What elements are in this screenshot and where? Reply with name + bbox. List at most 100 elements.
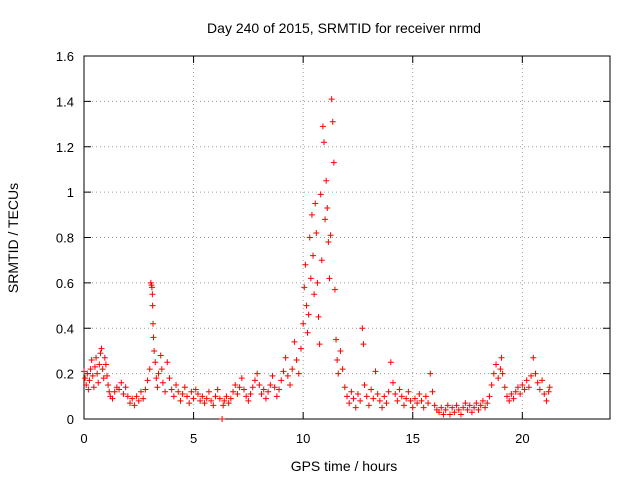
data-point (499, 370, 506, 377)
data-point (179, 391, 186, 398)
data-point (282, 354, 289, 361)
chart-title: Day 240 of 2015, SRMTID for receiver nrm… (207, 20, 481, 36)
data-point (258, 391, 265, 398)
data-point (120, 391, 127, 398)
data-point (81, 368, 87, 375)
data-point (409, 404, 416, 411)
data-point (475, 406, 482, 413)
data-point (488, 381, 495, 388)
data-point (473, 400, 480, 407)
data-point (337, 347, 344, 354)
data-point (225, 400, 232, 407)
data-point (311, 291, 318, 298)
data-point (411, 395, 418, 402)
data-point (503, 393, 510, 400)
data-point (315, 313, 322, 320)
data-point (276, 386, 283, 393)
data-point (383, 400, 390, 407)
data-point (360, 341, 367, 348)
data-point (148, 284, 155, 291)
data-point (425, 400, 432, 407)
data-point (482, 404, 489, 411)
data-point (352, 404, 359, 411)
data-point (86, 377, 93, 384)
data-point (146, 366, 153, 373)
data-point (158, 366, 165, 373)
data-point (102, 361, 109, 368)
data-point (390, 379, 397, 386)
data-point (498, 354, 505, 361)
data-point (154, 384, 161, 391)
data-point (304, 329, 311, 336)
data-point (372, 368, 379, 375)
y-tick-label: 0.6 (56, 276, 74, 291)
data-point (91, 363, 98, 370)
data-point (85, 386, 92, 393)
data-point (88, 357, 95, 364)
data-point (501, 384, 508, 391)
data-point (153, 375, 160, 382)
data-point (149, 291, 156, 298)
data-point (486, 393, 493, 400)
data-point (96, 361, 103, 368)
data-point (523, 377, 530, 384)
data-point (396, 386, 403, 393)
x-axis-label: GPS time / hours (291, 458, 398, 474)
data-point (317, 191, 324, 198)
data-point (124, 393, 131, 400)
data-point (230, 388, 237, 395)
data-point (536, 386, 543, 393)
data-point (93, 354, 100, 361)
data-point (479, 397, 486, 404)
data-point (327, 232, 334, 239)
data-point (466, 402, 473, 409)
data-point (240, 386, 247, 393)
data-point (368, 386, 375, 393)
data-point (152, 359, 159, 366)
data-point (303, 302, 310, 309)
data-point (354, 391, 361, 398)
data-point (243, 393, 250, 400)
data-point (539, 377, 546, 384)
data-points (81, 96, 553, 422)
data-point (170, 393, 177, 400)
data-point (177, 397, 184, 404)
data-point (155, 370, 162, 377)
data-point (407, 397, 414, 404)
data-point (181, 384, 188, 391)
data-point (468, 409, 475, 416)
data-point (490, 370, 497, 377)
data-point (313, 229, 320, 236)
data-point (455, 406, 462, 413)
data-point (374, 391, 381, 398)
data-point (444, 402, 451, 409)
data-point (166, 375, 173, 382)
data-point (416, 391, 423, 398)
data-point (84, 370, 91, 377)
data-point (320, 139, 327, 146)
x-tick-label: 20 (515, 431, 529, 446)
data-point (101, 354, 108, 361)
data-point (190, 395, 197, 402)
data-point (254, 370, 261, 377)
y-tick-label: 0 (67, 412, 74, 427)
data-point (210, 402, 217, 409)
data-point (188, 388, 195, 395)
data-point (414, 400, 421, 407)
data-point (387, 359, 394, 366)
data-point (97, 350, 104, 357)
data-point (530, 354, 537, 361)
data-point (464, 406, 471, 413)
data-point (151, 347, 158, 354)
data-point (346, 400, 353, 407)
data-point (302, 261, 309, 268)
data-point (422, 393, 429, 400)
data-point (477, 402, 484, 409)
data-point (129, 395, 136, 402)
data-point (271, 384, 278, 391)
data-point (403, 395, 410, 402)
data-point (427, 370, 434, 377)
data-point (418, 397, 425, 404)
data-point (392, 391, 399, 398)
